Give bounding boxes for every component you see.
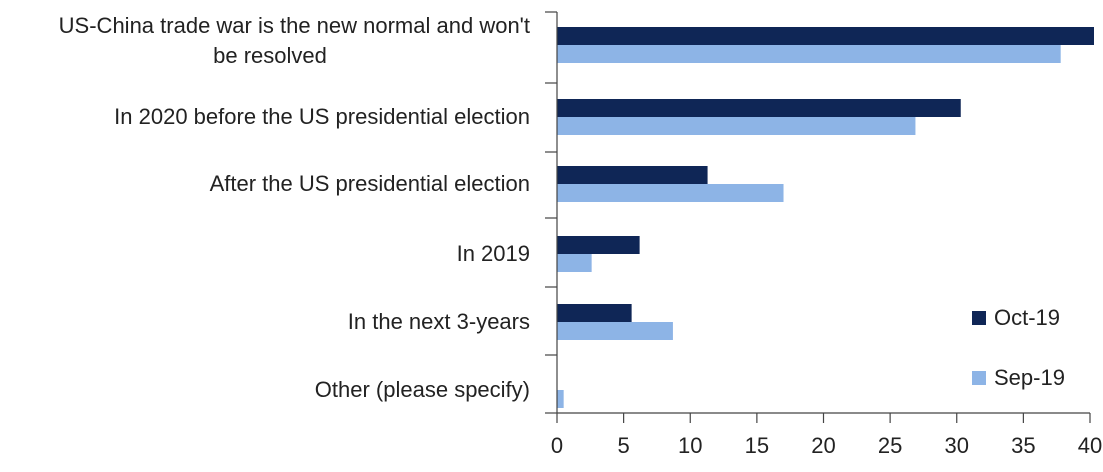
bar-oct-19-2 (557, 166, 708, 184)
x-tick-label-6: 30 (945, 433, 969, 458)
bar-oct-19-1 (557, 99, 961, 117)
bar-sep-19-1 (557, 117, 916, 135)
bar-sep-19-5 (557, 390, 564, 408)
category-label-4-line-0: In the next 3-years (348, 309, 530, 334)
category-label-5-line-0: Other (please specify) (315, 377, 530, 402)
category-label-0-line-1: be resolved (213, 43, 327, 68)
legend-label-oct-19: Oct-19 (994, 305, 1060, 330)
bar-sep-19-4 (557, 322, 673, 340)
category-label-2-line-0: After the US presidential election (210, 171, 530, 196)
legend-swatch-sep-19 (972, 371, 986, 385)
bar-oct-19-0 (557, 27, 1094, 45)
legend-label-sep-19: Sep-19 (994, 365, 1065, 390)
bar-sep-19-2 (557, 184, 784, 202)
bars (557, 27, 1094, 408)
x-tick-label-2: 10 (678, 433, 702, 458)
bar-oct-19-4 (557, 304, 632, 322)
bar-oct-19-3 (557, 236, 640, 254)
legend-swatch-oct-19 (972, 311, 986, 325)
x-tick-label-0: 0 (551, 433, 563, 458)
x-tick-label-4: 20 (811, 433, 835, 458)
bar-sep-19-0 (557, 45, 1061, 63)
category-label-1-line-0: In 2020 before the US presidential elect… (114, 104, 530, 129)
category-label-3-line-0: In 2019 (457, 241, 530, 266)
x-tick-label-1: 5 (618, 433, 630, 458)
axes: 0 5 10 15 20 25 30 35 40 (545, 11, 1102, 458)
legend: Oct-19 Sep-19 (972, 305, 1065, 390)
x-tick-label-3: 15 (745, 433, 769, 458)
category-label-0-line-0: US-China trade war is the new normal and… (59, 13, 530, 38)
x-tick-label-7: 35 (1011, 433, 1035, 458)
x-tick-label-5: 25 (878, 433, 902, 458)
x-tick-label-8: 40 (1078, 433, 1102, 458)
category-labels: US-China trade war is the new normal and… (59, 13, 530, 402)
bar-sep-19-3 (557, 254, 592, 272)
